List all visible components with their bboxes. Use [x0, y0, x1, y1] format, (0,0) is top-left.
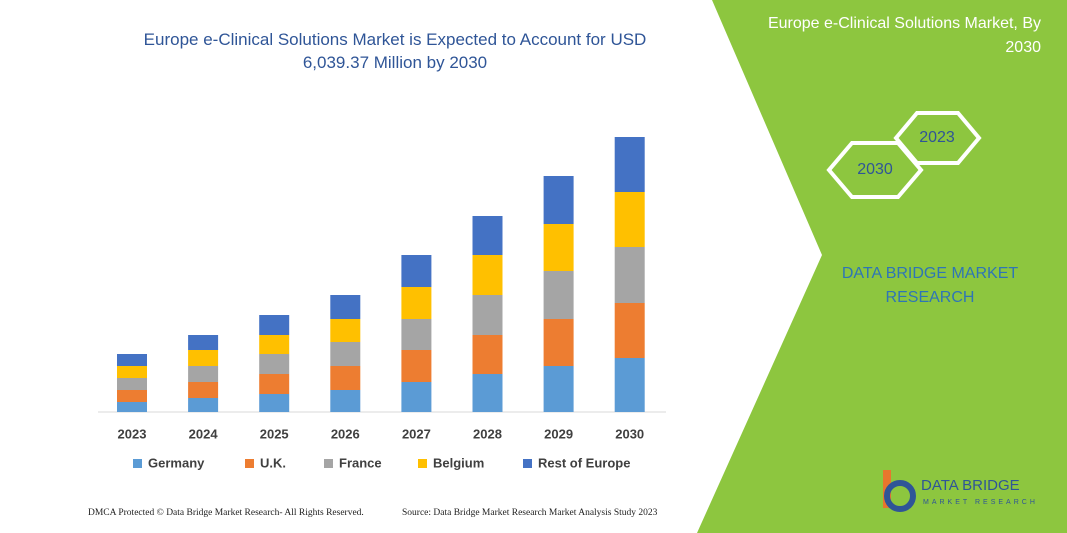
bar-segment	[330, 319, 361, 342]
bar-segment	[543, 271, 574, 319]
bar-segment	[117, 366, 147, 378]
legend-label: Rest of Europe	[538, 455, 630, 470]
legend-swatch	[133, 459, 142, 468]
legend-swatch	[245, 459, 254, 468]
brand-text: DATA BRIDGE MARKET RESEARCH	[841, 265, 1019, 306]
x-tick-label: 2024	[189, 426, 219, 441]
legend-label: France	[339, 455, 382, 470]
bar-segment	[543, 319, 574, 366]
chart-title: Europe e-Clinical Solutions Market is Ex…	[143, 30, 647, 72]
x-tick-label: 2030	[615, 426, 644, 441]
logo-ring	[884, 480, 916, 512]
bar-segment	[188, 382, 219, 398]
x-tick-label: 2025	[260, 426, 289, 441]
panel-title: Europe e-Clinical Solutions Market, By 2…	[767, 15, 1041, 56]
legend-label: Belgium	[433, 455, 484, 470]
x-tick-label: 2029	[544, 426, 573, 441]
x-tick-label: 2027	[402, 426, 431, 441]
bar-segment	[614, 358, 645, 412]
hex-label: 2030	[857, 161, 893, 178]
bar-segment	[188, 335, 219, 350]
x-tick-label: 2028	[473, 426, 502, 441]
footer-left: DMCA Protected © Data Bridge Market Rese…	[88, 508, 364, 518]
bar-segment	[472, 374, 503, 412]
bar-segment	[543, 366, 574, 412]
footer-right: Source: Data Bridge Market Research Mark…	[402, 508, 658, 518]
bar-segment	[401, 350, 432, 382]
bar-segment	[259, 394, 290, 412]
bar-segment	[259, 315, 290, 335]
bar-segment	[614, 137, 645, 192]
bar-segment	[401, 287, 432, 319]
bar-segment	[614, 247, 645, 303]
legend-swatch	[324, 459, 333, 468]
bar-segment	[401, 382, 432, 412]
bar-segment	[117, 402, 147, 412]
x-tick-label: 2026	[331, 426, 360, 441]
legend-label: Germany	[148, 455, 205, 470]
bar-segment	[188, 366, 219, 382]
bar-segment	[472, 335, 503, 374]
bar-segment	[117, 354, 147, 366]
logo-tagline: MARKET RESEARCH	[923, 499, 1038, 506]
bar-segment	[472, 295, 503, 335]
bar-segment	[259, 374, 290, 394]
bar-segment	[259, 335, 290, 354]
bar-segment	[543, 224, 574, 271]
bar-segment	[401, 255, 432, 287]
bar-segment	[543, 176, 574, 224]
bar-segment	[188, 350, 219, 366]
logo-icon	[883, 470, 916, 512]
bar-segment	[188, 398, 219, 412]
bar-segment	[330, 295, 361, 319]
bar-segment	[614, 192, 645, 247]
hex-label: 2023	[919, 129, 955, 146]
bar-segment	[330, 342, 361, 366]
legend-swatch	[418, 459, 427, 468]
bar-segment	[117, 390, 147, 402]
bar-segment	[259, 354, 290, 374]
bar-segment	[472, 216, 503, 255]
logo-name: DATA BRIDGE	[921, 477, 1020, 494]
hexagon	[893, 111, 982, 165]
bar-segment	[330, 366, 361, 390]
bar-segment	[330, 390, 361, 412]
legend-label: U.K.	[260, 455, 286, 470]
bar-segment	[614, 303, 645, 358]
x-tick-label: 2023	[118, 426, 147, 441]
bar-segment	[117, 378, 147, 390]
legend-swatch	[523, 459, 532, 468]
bar-segment	[401, 319, 432, 350]
bar-segment	[472, 255, 503, 295]
